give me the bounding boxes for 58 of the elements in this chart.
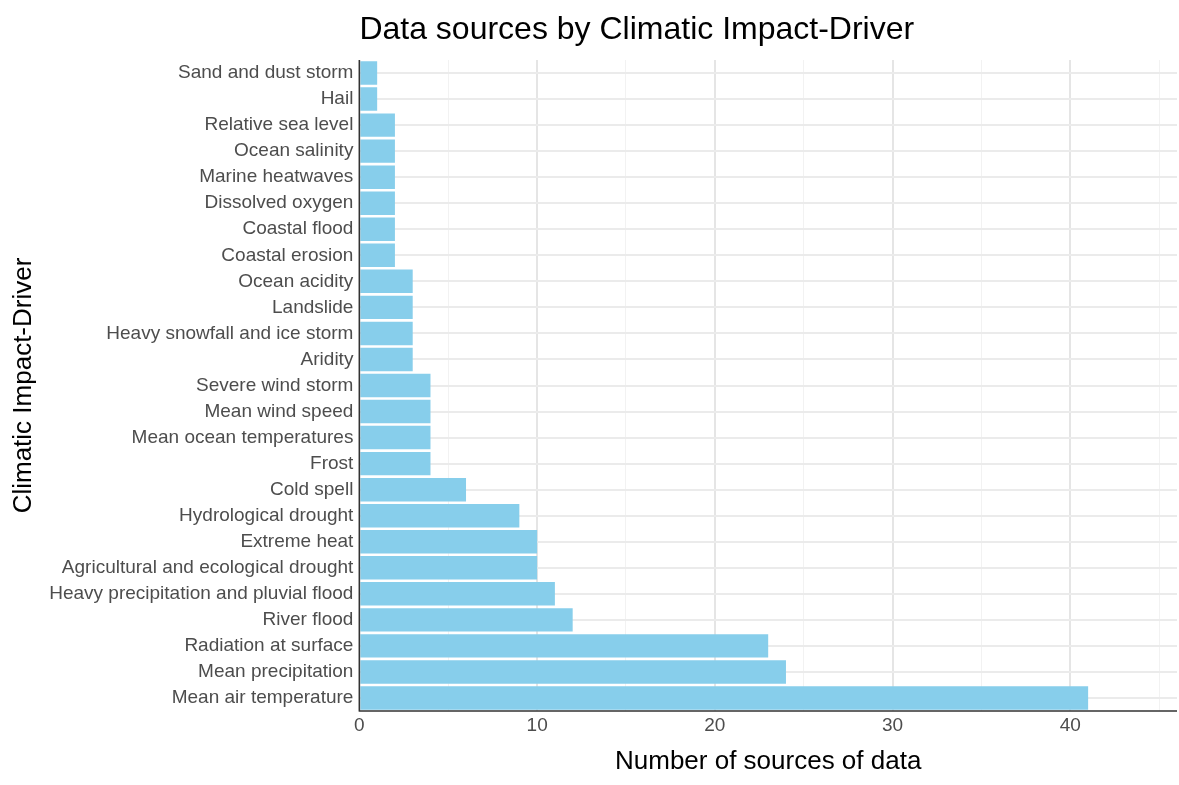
y-tick-label: Severe wind storm bbox=[196, 373, 354, 395]
y-tick-label: Cold spell bbox=[269, 477, 354, 499]
y-tick-label: Frost bbox=[310, 451, 355, 473]
bar bbox=[360, 165, 395, 189]
bar bbox=[360, 61, 378, 85]
bar bbox=[360, 269, 413, 294]
bar bbox=[360, 217, 395, 241]
y-tick-label: River flood bbox=[262, 608, 354, 630]
y-tick-label: Dissolved oxygen bbox=[204, 191, 354, 213]
y-tick-label: Relative sea level bbox=[204, 113, 354, 135]
y-tick-label: Marine heatwaves bbox=[199, 165, 354, 187]
bar bbox=[360, 139, 395, 163]
bar bbox=[360, 399, 431, 424]
y-tick-label: Hydrological drought bbox=[179, 503, 355, 525]
bar bbox=[360, 530, 538, 554]
y-tick-label: Ocean salinity bbox=[234, 139, 354, 161]
bar bbox=[360, 347, 413, 372]
y-tick-label: Landslide bbox=[272, 295, 354, 317]
bar bbox=[360, 503, 520, 528]
x-tick-label: 0 bbox=[354, 713, 365, 735]
bar bbox=[360, 582, 555, 606]
y-tick-label: Coastal flood bbox=[242, 217, 354, 239]
bar bbox=[360, 373, 431, 398]
bar bbox=[360, 321, 413, 346]
x-tick-label: 20 bbox=[704, 713, 726, 735]
bar bbox=[360, 87, 378, 111]
bar bbox=[360, 556, 538, 580]
bar bbox=[360, 425, 431, 450]
y-tick-label: Extreme heat bbox=[240, 529, 355, 551]
y-tick-label: Mean air temperature bbox=[171, 686, 354, 708]
bar bbox=[360, 191, 395, 215]
y-tick-label: Radiation at surface bbox=[184, 634, 354, 656]
y-tick-label: Coastal erosion bbox=[221, 243, 354, 265]
bar bbox=[360, 451, 431, 476]
bar bbox=[360, 686, 1089, 710]
y-tick-label: Mean ocean temperatures bbox=[131, 425, 354, 447]
y-tick-label: Agricultural and ecological drought bbox=[61, 556, 355, 578]
y-tick-label: Heavy snowfall and ice storm bbox=[106, 321, 354, 343]
bar bbox=[360, 243, 395, 268]
bar bbox=[360, 113, 395, 137]
bar bbox=[360, 295, 413, 320]
y-tick-label: Sand and dust storm bbox=[178, 61, 354, 83]
bar bbox=[360, 477, 467, 502]
y-tick-label: Ocean acidity bbox=[238, 269, 354, 291]
x-tick-label: 30 bbox=[882, 713, 904, 735]
x-tick-label: 40 bbox=[1059, 713, 1081, 735]
y-tick-label: Mean precipitation bbox=[198, 660, 354, 682]
x-tick-label: 10 bbox=[526, 713, 548, 735]
y-tick-label: Mean wind speed bbox=[204, 399, 354, 421]
y-tick-label: Heavy precipitation and pluvial flood bbox=[49, 582, 354, 604]
bar bbox=[360, 634, 769, 658]
x-axis-title: Number of sources of data bbox=[615, 744, 922, 775]
y-tick-label: Hail bbox=[320, 87, 354, 109]
bar bbox=[360, 660, 786, 684]
y-axis-title: Climatic Impact-Driver bbox=[6, 257, 37, 514]
y-tick-label: Aridity bbox=[300, 347, 354, 369]
bar bbox=[360, 608, 573, 632]
chart-title: Data sources by Climatic Impact-Driver bbox=[359, 9, 915, 46]
